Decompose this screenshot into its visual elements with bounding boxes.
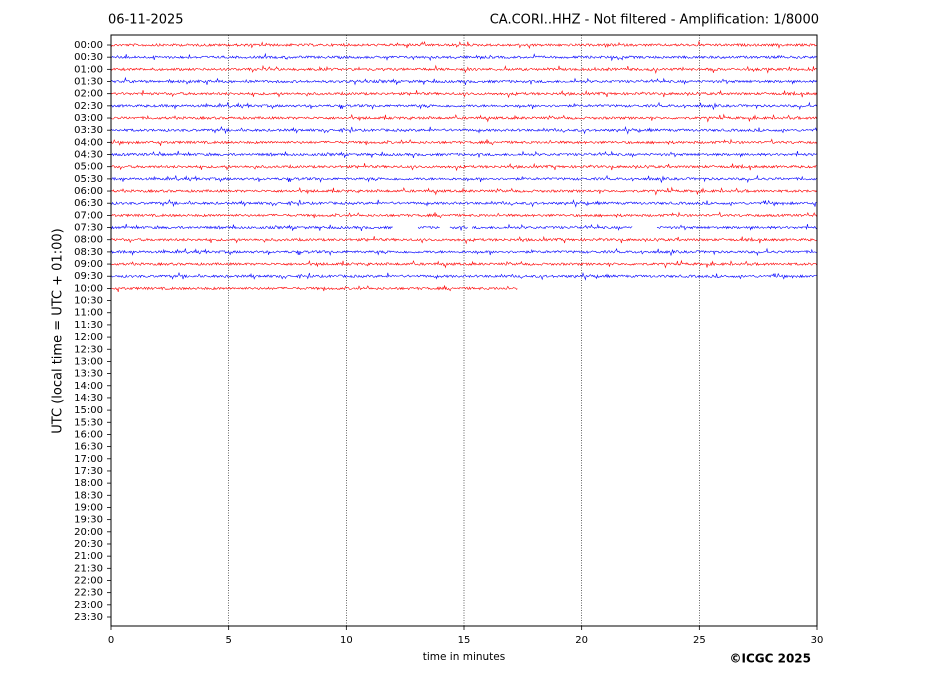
plot-frame <box>110 34 818 627</box>
y-tick-label: 18:30 <box>74 490 103 501</box>
y-tick-label: 03:30 <box>74 125 103 136</box>
x-tick-label: 10 <box>340 635 353 646</box>
y-axis-label: UTC (local time = UTC + 01:00) <box>51 228 66 433</box>
y-tick-label: 07:00 <box>74 210 103 221</box>
trace <box>110 40 817 50</box>
x-tick-label: 25 <box>693 635 706 646</box>
chart-title: 06-11-2025 <box>108 13 184 28</box>
y-tick-label: 11:30 <box>74 320 103 331</box>
y-tick-label: 20:30 <box>74 539 103 550</box>
trace <box>110 186 817 196</box>
x-tick-label: 30 <box>811 635 824 646</box>
x-tick-label: 0 <box>108 635 114 646</box>
chart-subtitle: CA.CORI..HHZ - Not filtered - Amplificat… <box>490 13 819 28</box>
trace <box>110 235 817 245</box>
trace <box>110 52 817 62</box>
y-tick-label: 07:30 <box>74 223 103 234</box>
y-tick-label: 21:30 <box>74 563 103 574</box>
trace <box>110 89 817 99</box>
trace <box>110 162 817 172</box>
y-tick-label: 15:00 <box>74 405 103 416</box>
y-tick-label: 12:30 <box>74 344 103 355</box>
x-tick-label: 15 <box>458 635 471 646</box>
y-tick-label: 02:00 <box>74 89 103 100</box>
y-tick-label: 00:30 <box>74 52 103 63</box>
trace <box>110 199 817 208</box>
y-tick-label: 04:00 <box>74 137 103 148</box>
y-tick-label: 10:00 <box>74 283 103 294</box>
y-tick-label: 23:30 <box>74 612 103 623</box>
y-tick-label: 06:00 <box>74 186 103 197</box>
y-tick-label: 16:30 <box>74 442 103 453</box>
trace <box>110 211 817 219</box>
trace <box>656 224 818 231</box>
y-tick-label: 21:00 <box>74 551 103 562</box>
trace <box>110 113 817 123</box>
trace <box>110 138 817 146</box>
trace <box>110 223 393 231</box>
y-tick-label: 11:00 <box>74 308 103 319</box>
trace <box>110 174 817 184</box>
trace <box>110 125 817 135</box>
y-tick-label: 22:30 <box>74 588 103 599</box>
y-tick-label: 06:30 <box>74 198 103 209</box>
y-tick-label: 12:00 <box>74 332 103 343</box>
y-tick-label: 19:30 <box>74 515 103 526</box>
trace <box>417 225 440 230</box>
y-tick-label: 17:30 <box>74 466 103 477</box>
y-tick-label: 00:00 <box>74 40 103 51</box>
trace <box>449 226 468 231</box>
y-tick-label: 22:00 <box>74 575 103 586</box>
y-tick-label: 13:30 <box>74 369 103 380</box>
trace <box>110 285 518 292</box>
y-tick-label: 10:30 <box>74 296 103 307</box>
y-tick-label: 03:00 <box>74 113 103 124</box>
y-tick-label: 05:30 <box>74 174 103 185</box>
y-tick-label: 04:30 <box>74 150 103 161</box>
y-tick-label: 08:00 <box>74 235 103 246</box>
x-axis-label: time in minutes <box>423 651 505 663</box>
trace <box>471 223 633 231</box>
y-tick-label: 20:00 <box>74 527 103 538</box>
y-tick-label: 08:30 <box>74 247 103 258</box>
trace <box>110 272 817 281</box>
y-tick-label: 19:00 <box>74 502 103 513</box>
y-tick-label: 01:00 <box>74 64 103 75</box>
x-tick-label: 20 <box>575 635 588 646</box>
y-tick-label: 23:00 <box>74 600 103 611</box>
y-tick-label: 15:30 <box>74 417 103 428</box>
y-tick-label: 02:30 <box>74 101 103 112</box>
y-tick-label: 18:00 <box>74 478 103 489</box>
x-tick-label: 5 <box>225 635 231 646</box>
y-tick-label: 05:00 <box>74 162 103 173</box>
trace <box>111 259 817 269</box>
y-tick-label: 13:00 <box>74 356 103 367</box>
y-tick-label: 16:00 <box>74 429 103 440</box>
trace <box>110 76 817 86</box>
y-tick-label: 01:30 <box>74 77 103 88</box>
trace <box>110 101 817 111</box>
trace <box>110 64 817 75</box>
trace <box>110 150 817 158</box>
credit: ©ICGC 2025 <box>729 652 811 666</box>
trace <box>110 247 817 257</box>
y-tick-label: 09:30 <box>74 271 103 282</box>
y-tick-label: 17:00 <box>74 454 103 465</box>
y-tick-label: 14:00 <box>74 381 103 392</box>
y-tick-label: 09:00 <box>74 259 103 270</box>
y-tick-label: 14:30 <box>74 393 103 404</box>
